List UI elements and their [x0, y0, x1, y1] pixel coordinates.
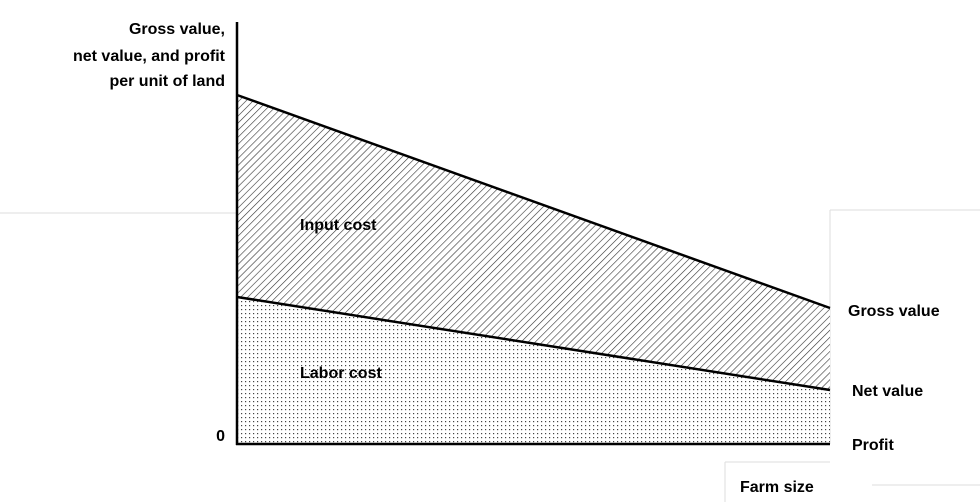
y-axis-label: per unit of land	[109, 73, 225, 90]
region-label: Input cost	[300, 217, 377, 234]
line-label: Profit	[852, 437, 894, 454]
net-value-line	[236, 295, 831, 392]
x-axis-label: Farm size	[740, 479, 814, 496]
input-cost-region	[237, 95, 830, 390]
line-label: Net value	[852, 383, 923, 400]
y-axis-label: Gross value,	[129, 21, 225, 38]
region-label: Labor cost	[300, 365, 382, 382]
gross-value-line	[236, 93, 831, 310]
origin-label: 0	[216, 428, 225, 445]
line-label: Gross value	[848, 303, 940, 320]
labor-cost-region	[237, 297, 830, 444]
y-axis-label: net value, and profit	[73, 48, 226, 65]
